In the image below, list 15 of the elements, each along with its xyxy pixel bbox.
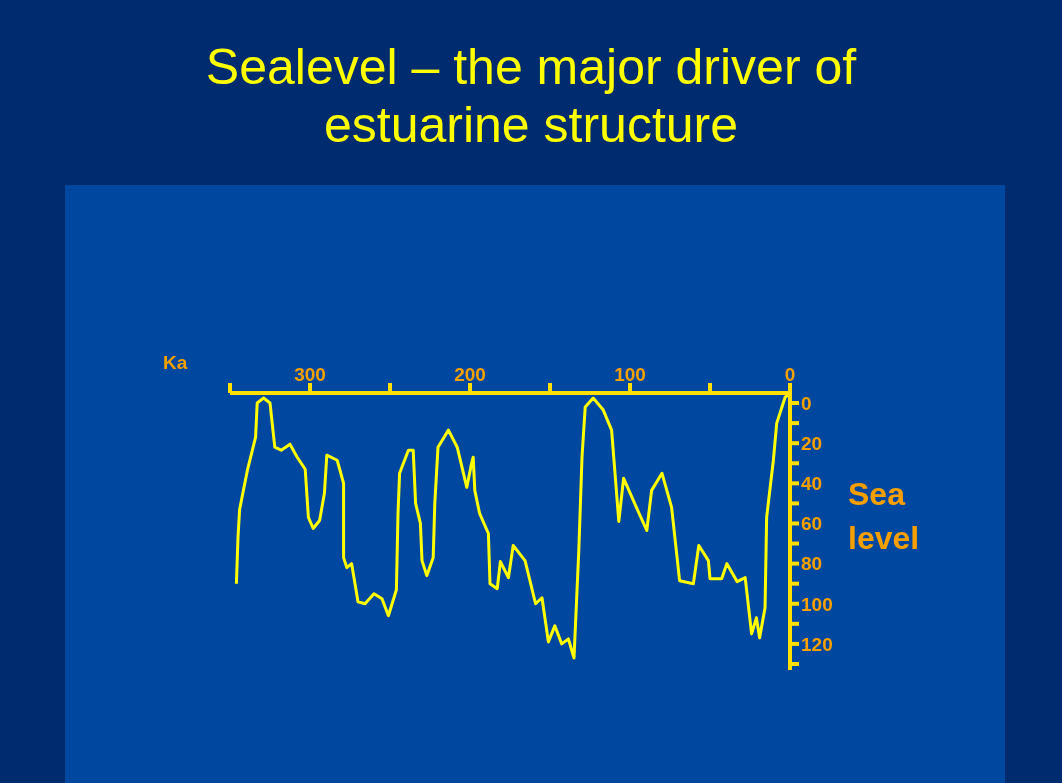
x-tick-label: 0 — [784, 364, 796, 385]
x-tick-label: 300 — [294, 364, 326, 385]
x-axis-title: Ka — [163, 352, 188, 374]
y-tick-label: 100 — [801, 593, 833, 615]
chart-title: Sealevel – the major driver of estuarine structure — [204, 38, 858, 154]
line-series — [234, 393, 790, 660]
y-tick-label: 20 — [801, 432, 823, 454]
y-tick-label: 80 — [801, 553, 823, 575]
y-tick-label: 120 — [801, 633, 833, 655]
y-tick-label: 40 — [801, 473, 823, 495]
y-tick-label: 0 — [801, 392, 812, 414]
y-tick-label: 60 — [801, 513, 823, 535]
x-tick-label: 100 — [614, 364, 646, 385]
x-tick-label: 200 — [454, 364, 486, 385]
y-axis-title: Sea level — [848, 475, 921, 558]
